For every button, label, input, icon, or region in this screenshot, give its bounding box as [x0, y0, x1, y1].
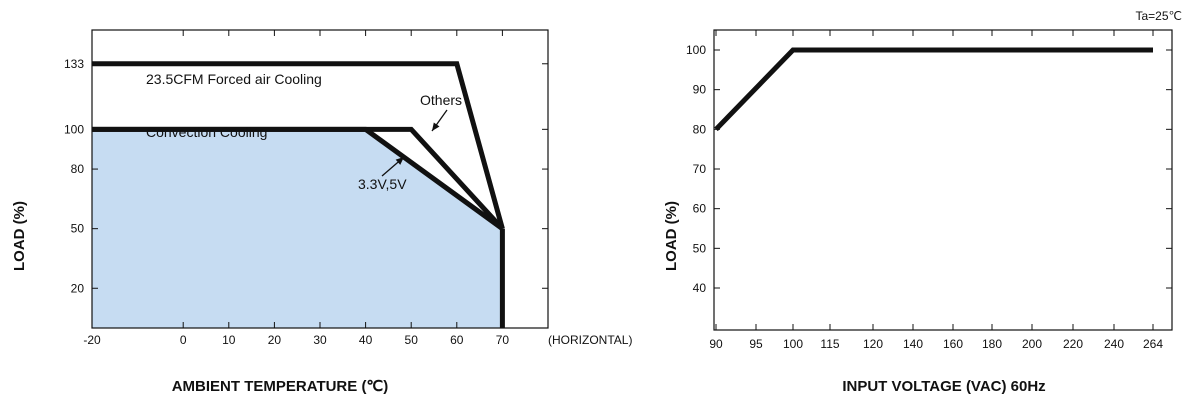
curve-layer	[92, 61, 505, 328]
y-tick-label: 70	[693, 162, 707, 176]
y-tick-label: 90	[693, 83, 707, 97]
convection-region-layer	[92, 129, 503, 328]
others-arrow-head	[432, 122, 440, 131]
x-tick-label: 100	[783, 337, 803, 351]
x-tick-label: 264	[1143, 337, 1163, 351]
y-axis-title: LOAD (%)	[663, 201, 680, 271]
x-tick-label: 20	[268, 333, 282, 347]
x-tick-label: -20	[83, 333, 101, 347]
annotation-convection: Convection Cooling	[146, 124, 267, 140]
ambient-note: Ta=25℃	[1135, 9, 1182, 23]
load-vs-voltage-curve	[714, 47, 1153, 132]
y-tick-label: 50	[71, 222, 85, 236]
x-axis-note: (HORIZONTAL)	[548, 333, 632, 347]
chart-frame	[713, 29, 1173, 331]
x-tick-label: 220	[1063, 337, 1083, 351]
x-tick-label: 30	[313, 333, 327, 347]
x-tick-label: 90	[709, 337, 723, 351]
y-tick-label: 100	[686, 43, 706, 57]
x-tick-label: 180	[982, 337, 1002, 351]
x-axis-title: AMBIENT TEMPERATURE (℃)	[172, 378, 389, 395]
annotation-3v3-5v: 3.3V,5V	[358, 176, 407, 192]
x-tick-label: 160	[943, 337, 963, 351]
y-tick-label: 50	[693, 241, 707, 255]
tick-label-layer: 90 95 100 115 120 140 160 180 200 220 240 264 40 50 60…	[686, 43, 1163, 351]
y-tick-label: 80	[693, 122, 707, 136]
x-tick-label: 240	[1104, 337, 1124, 351]
y-tick-label: 40	[693, 281, 707, 295]
curve-layer	[714, 47, 1153, 132]
x-tick-label: 70	[496, 333, 510, 347]
annotation-others: Others	[420, 92, 462, 108]
x-tick-label: 120	[863, 337, 883, 351]
x-tick-label: 50	[405, 333, 419, 347]
x-tick-label: 0	[180, 333, 187, 347]
input-voltage-derating-chart: 90 95 100 115 120 140 160 180 200 220 240 264 40 50 60…	[663, 9, 1182, 395]
low-voltage-output-curve	[92, 126, 504, 231]
forced-air-cooling-curve	[92, 61, 505, 230]
x-tick-label: 40	[359, 333, 373, 347]
low-voltage-arrow-head	[395, 157, 404, 165]
convection-region	[92, 129, 503, 328]
y-tick-label: 60	[693, 202, 707, 216]
annotation-forced-air: 23.5CFM Forced air Cooling	[146, 71, 322, 87]
y-tick-label: 133	[64, 57, 84, 71]
tick-label-layer: -20 0 10 20 30 40 50 60 70 20 50 80 100 133	[64, 57, 509, 347]
x-tick-label: 200	[1022, 337, 1042, 351]
y-tick-label: 80	[71, 162, 85, 176]
annotation-arrows	[381, 109, 448, 177]
grid-layer	[714, 30, 1172, 330]
temperature-derating-chart: -20 0 10 20 30 40 50 60 70 20 50 80 100 133 (HORIZONT…	[11, 29, 632, 395]
y-axis-title: LOAD (%)	[11, 201, 28, 271]
x-tick-label: 60	[450, 333, 464, 347]
y-tick-label: 20	[71, 281, 85, 295]
y-tick-label: 100	[64, 122, 84, 136]
grid-layer	[91, 30, 548, 328]
x-axis-title: INPUT VOLTAGE (VAC) 60Hz	[842, 378, 1045, 395]
x-tick-label: 10	[222, 333, 236, 347]
x-tick-label: 95	[749, 337, 763, 351]
x-tick-label: 115	[820, 337, 839, 351]
x-tick-label: 140	[903, 337, 923, 351]
